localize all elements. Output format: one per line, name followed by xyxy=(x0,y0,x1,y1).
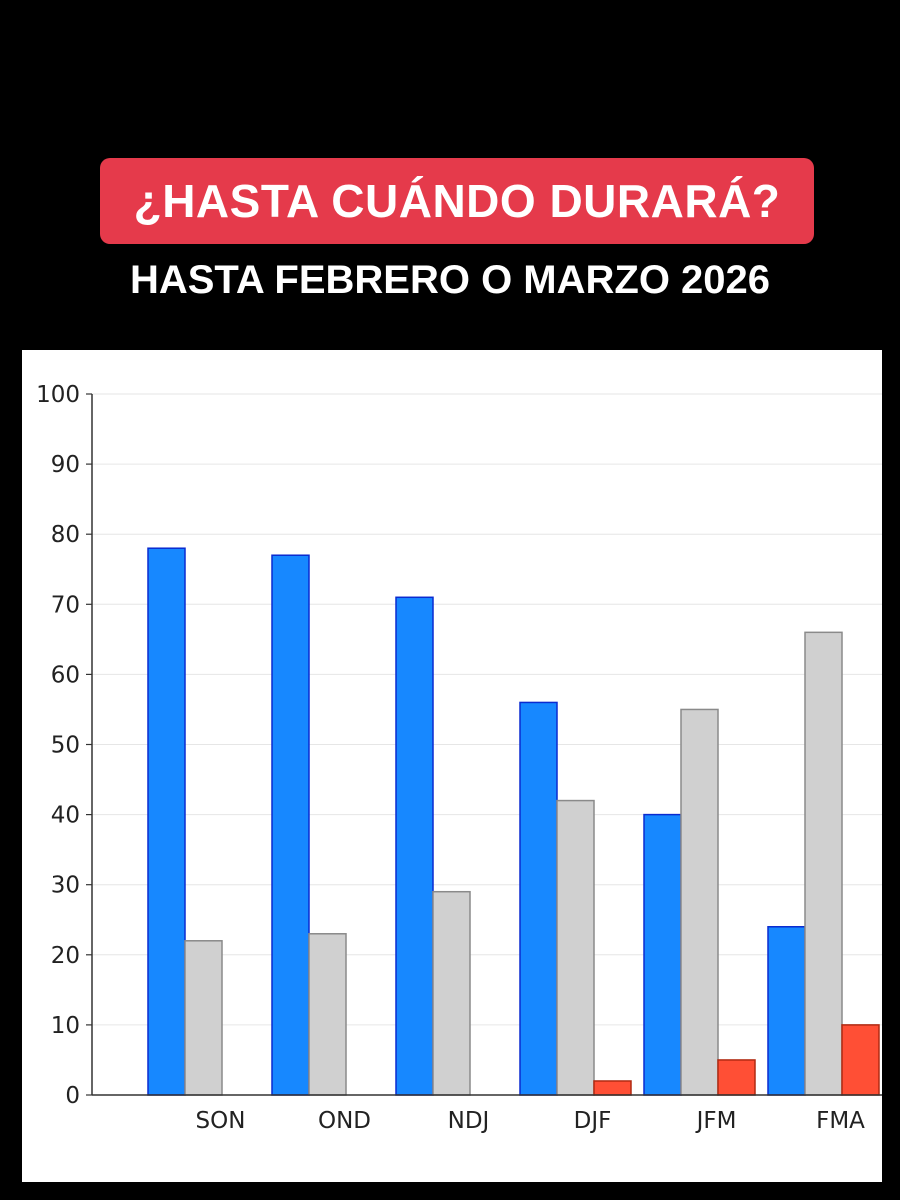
y-tick-label: 20 xyxy=(51,943,80,969)
x-tick-label: OND xyxy=(318,1108,371,1134)
bar-FMA-s1 xyxy=(767,926,806,1096)
bar-FMA-s3 xyxy=(841,1024,880,1096)
title-badge: ¿HASTA CUÁNDO DURARÁ? xyxy=(100,158,814,244)
y-tick-label: 50 xyxy=(51,733,80,759)
y-tick-label: 0 xyxy=(65,1083,80,1109)
chart-panel: 0 10 20 30 40 50 60 70 80 90 100 SON OND NDJ DJF JFM FMA xyxy=(22,350,882,1182)
bar-FMA-s2 xyxy=(804,631,843,1096)
y-tick-label: 60 xyxy=(51,662,80,688)
bar-OND-s2 xyxy=(308,933,347,1096)
y-tick-label: 10 xyxy=(51,1013,80,1039)
title-question: ¿HASTA CUÁNDO DURARÁ? xyxy=(133,175,781,227)
bar-DJF-s1 xyxy=(519,701,558,1096)
y-tick-label: 70 xyxy=(51,592,80,618)
y-tick-label: 100 xyxy=(36,382,80,408)
x-tick-label: NDJ xyxy=(448,1108,490,1134)
bar-SON-s2 xyxy=(184,940,223,1096)
subtitle-answer: HASTA FEBRERO O MARZO 2026 xyxy=(129,258,771,302)
bar-OND-s1 xyxy=(271,554,310,1096)
bar-JFM-s3 xyxy=(717,1059,756,1096)
y-tick-label: 80 xyxy=(51,522,80,548)
bar-NDJ-s2 xyxy=(432,890,471,1096)
bar-NDJ-s1 xyxy=(395,596,434,1096)
x-tick-label: SON xyxy=(196,1108,246,1134)
bar-JFM-s2 xyxy=(680,708,719,1096)
bar-chart: 0 10 20 30 40 50 60 70 80 90 100 SON OND NDJ DJF JFM FMA xyxy=(36,382,882,1134)
x-tick-label: JFM xyxy=(695,1108,737,1134)
bar-JFM-s1 xyxy=(643,813,682,1096)
x-tick-label: FMA xyxy=(816,1108,865,1134)
bar-DJF-s2 xyxy=(556,799,595,1096)
bar-SON-s1 xyxy=(147,547,186,1096)
y-tick-label: 30 xyxy=(51,873,80,899)
y-tick-label: 90 xyxy=(51,452,80,478)
bar-DJF-s3 xyxy=(593,1080,632,1096)
y-tick-label: 40 xyxy=(51,803,80,829)
x-tick-label: DJF xyxy=(574,1108,612,1134)
